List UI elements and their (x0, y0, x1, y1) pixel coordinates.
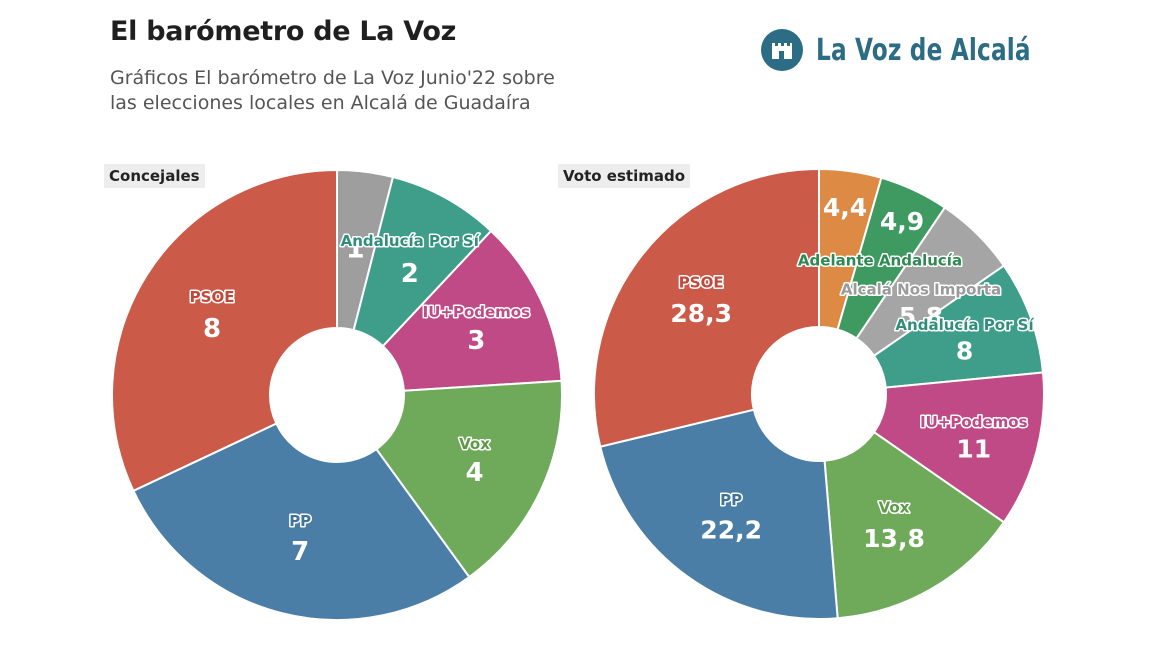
slice-value-psoe: 28,3 (670, 299, 732, 328)
slice-label-pp: PP (289, 512, 311, 530)
brand-logo[interactable]: La Voz de Alcalá (760, 26, 1066, 74)
page-title: El barómetro de La Voz (110, 16, 457, 47)
page-subtitle: Gráficos El barómetro de La Voz Junio'22… (110, 66, 630, 116)
slice-value-pp: 22,2 (700, 516, 762, 545)
slice-label-iu-podemos: IU+Podemos (920, 413, 1027, 431)
slice-iu-podemos[interactable] (872, 371, 1045, 524)
slice-value-iu-podemos: 11 (956, 434, 991, 463)
chart-title-voto-estimado: Voto estimado (558, 164, 690, 188)
slice-value-adelante-andalucia: 4,9 (880, 207, 924, 236)
slice-pp[interactable] (599, 408, 839, 620)
slice-value-pp: 7 (291, 537, 309, 567)
slice-value-vox: 13,8 (863, 524, 925, 553)
chart-title-concejales: Concejales (104, 164, 205, 188)
subtitle-line-2: las elecciones locales en Alcalá de Guad… (110, 92, 531, 114)
donut-chart-voto-estimado: 4,4 4,9 Adelante Andalucía 5,8 Alcalá Nos Im… (593, 167, 1045, 620)
slice-value-vox: 4 (465, 458, 483, 488)
donut-chart-concejales: 1 2 Andalucía Por Sí 3 IU+Podemos 4 Vox 7 PP 8 PSO… (111, 168, 563, 621)
brand-name: La Voz de Alcalá (816, 32, 1031, 68)
slice-value-alcala-nos-importa: 5,8 (899, 302, 943, 331)
slice-psoe[interactable] (593, 167, 820, 448)
slice-vox[interactable] (823, 430, 1006, 620)
subtitle-line-1: Gráficos El barómetro de La Voz Junio'22… (110, 67, 555, 89)
slice-andalucia-por-si[interactable] (352, 175, 493, 348)
slice-label-psoe: PSOE (679, 274, 724, 292)
slice-iu-podemos[interactable] (381, 229, 563, 392)
slice-label-andalucia-por-si: Andalucía Por Sí (895, 316, 1034, 334)
slice-label-iu-podemos: IU+Podemos (423, 303, 530, 321)
slice-psoe[interactable] (111, 168, 338, 493)
slice-label-andalucia-por-si: Andalucía Por Sí (341, 232, 480, 250)
slice-label-adelante-andalucia: Adelante Andalucía (798, 252, 962, 270)
castle-tower-icon (761, 29, 803, 71)
slice-vox[interactable] (374, 379, 563, 579)
slice-value-unlabeled-0: 4,4 (823, 193, 867, 222)
slice-label-pp: PP (720, 491, 742, 509)
slice-value-andalucia-por-si: 8 (956, 337, 973, 366)
slice-value-andalucia-por-si: 2 (401, 259, 419, 289)
slice-value-unlabeled-0: 1 (346, 234, 365, 265)
slice-label-vox: Vox (879, 498, 910, 516)
slice-label-psoe: PSOE (190, 288, 235, 306)
slice-value-psoe: 8 (203, 314, 221, 344)
slice-label-vox: Vox (459, 435, 490, 453)
slice-pp[interactable] (132, 422, 471, 621)
slice-label-alcala-nos-importa: Alcalá Nos Importa (841, 281, 1001, 299)
slice-value-iu-podemos: 3 (467, 326, 485, 356)
